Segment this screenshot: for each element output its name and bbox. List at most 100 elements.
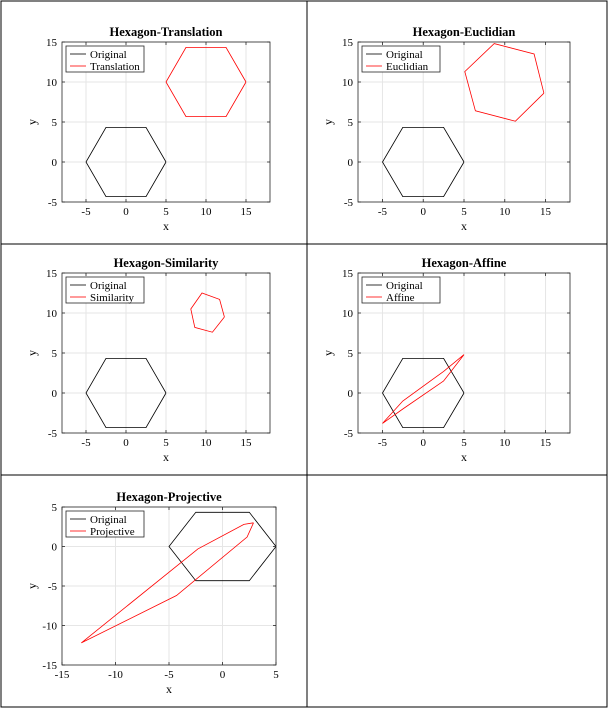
series-line-original [382, 127, 465, 198]
y-tick-label: -5 [344, 428, 354, 440]
x-tick-label: 5 [163, 206, 169, 218]
x-tick-label: 15 [540, 437, 552, 449]
y-tick-label: 10 [46, 308, 58, 320]
legend-entry: Original [386, 49, 423, 61]
chart-hexagon-similarity: -5 0 5 10 15 -5 0 5 10 15 Hexagon-Similarity x y Orig… [25, 256, 271, 464]
legend-box [361, 45, 441, 73]
legend-entry: Translation [90, 61, 140, 73]
y-tick-label: 15 [342, 268, 354, 280]
y-tick-label: -5 [48, 581, 58, 593]
y-tick-label: 0 [348, 388, 354, 400]
legend-entry: Projective [90, 526, 135, 538]
legend-entry: Original [90, 280, 127, 292]
x-tick-label: 10 [499, 206, 511, 218]
y-tick-label: 5 [52, 502, 58, 514]
series-line-translation [165, 47, 247, 117]
x-tick-label: 0 [420, 437, 426, 449]
legend-entry: Original [90, 514, 127, 526]
chart-hexagon-euclidian: -5 0 5 10 15 -5 0 5 10 15 Hexagon-Euclidian x y Origi… [321, 25, 571, 233]
x-tick-label: 10 [499, 437, 511, 449]
y-tick-label: 0 [52, 388, 58, 400]
x-tick-label: 0 [420, 206, 426, 218]
x-tick-label: 0 [123, 206, 129, 218]
x-tick-label: 0 [220, 669, 226, 681]
chart-title: Hexagon-Euclidian [413, 25, 516, 39]
series-line-original [382, 357, 465, 429]
y-tick-label: -5 [48, 428, 58, 440]
y-axis-label: y [25, 583, 39, 589]
y-tick-label: 15 [46, 268, 58, 280]
y-tick-label: -5 [48, 197, 58, 209]
legend-box [65, 45, 145, 73]
x-axis-label: x [461, 219, 467, 233]
chart-hexagon-affine: -5 0 5 10 15 -5 0 5 10 15 Hexagon-Affine x y Original… [321, 256, 571, 464]
legend-entry: Original [386, 280, 423, 292]
x-tick-label: 10 [201, 206, 213, 218]
x-axis-label: x [163, 450, 169, 464]
x-tick-label: -15 [55, 669, 70, 681]
chart-title: Hexagon-Projective [116, 490, 222, 504]
x-tick-label: -5 [164, 669, 174, 681]
x-tick-label: -5 [81, 206, 91, 218]
y-axis-label: y [25, 119, 39, 125]
y-tick-label: 15 [46, 37, 58, 49]
legend-entry: Affine [386, 292, 415, 304]
legend-box [361, 276, 441, 304]
charts-container: -5 0 5 10 15 -5 0 5 10 15 Hexagon-Translation x y Ori… [25, 25, 571, 696]
series-line-original [168, 511, 277, 582]
chart-title: Hexagon-Similarity [114, 256, 220, 270]
x-tick-label: -5 [378, 206, 388, 218]
y-tick-label: 10 [342, 77, 354, 89]
x-tick-label: 10 [201, 437, 213, 449]
y-axis-label: y [321, 119, 335, 125]
y-tick-label: 5 [52, 117, 58, 129]
y-tick-label: 10 [46, 77, 58, 89]
y-tick-label: 5 [52, 348, 58, 360]
y-tick-label: 10 [342, 308, 354, 320]
x-tick-label: -5 [81, 437, 91, 449]
series-line-euclidian [464, 43, 545, 122]
legend-entry: Similarity [90, 292, 135, 304]
series-line-original [85, 127, 167, 198]
x-tick-label: 5 [461, 437, 467, 449]
y-tick-label: 15 [342, 37, 354, 49]
legend-box [65, 276, 145, 304]
x-tick-label: 5 [461, 206, 467, 218]
y-tick-label: 0 [348, 157, 354, 169]
x-axis-label: x [461, 450, 467, 464]
y-tick-label: 0 [52, 157, 58, 169]
y-tick-label: -15 [42, 660, 57, 672]
legend-entry: Euclidian [386, 61, 429, 73]
x-tick-label: 15 [241, 206, 253, 218]
chart-title: Hexagon-Affine [422, 256, 507, 270]
y-tick-label: 0 [52, 542, 58, 554]
y-tick-label: 5 [348, 117, 354, 129]
legend-box [65, 510, 145, 538]
series-line-projective [81, 522, 254, 644]
legend-entry: Original [90, 49, 127, 61]
y-tick-label: 5 [348, 348, 354, 360]
chart-hexagon-translation: -5 0 5 10 15 -5 0 5 10 15 Hexagon-Translation x y Ori… [25, 25, 271, 233]
x-tick-label: 15 [540, 206, 552, 218]
x-tick-label: -5 [378, 437, 388, 449]
x-tick-label: 15 [241, 437, 253, 449]
chart-title: Hexagon-Translation [110, 25, 223, 39]
x-tick-label: -10 [108, 669, 123, 681]
x-tick-label: 5 [273, 669, 279, 681]
y-axis-label: y [25, 350, 39, 356]
table-borders [0, 0, 608, 708]
x-axis-label: x [163, 219, 169, 233]
series-line-similarity [190, 292, 225, 333]
y-axis-label: y [321, 350, 335, 356]
chart-hexagon-projective: -15 -10 -5 0 5 -15 -10 -5 0 5 Hexagon-Projective x y… [25, 490, 279, 696]
y-tick-label: -10 [42, 621, 57, 633]
series-line-affine [382, 354, 465, 424]
x-tick-label: 5 [163, 437, 169, 449]
series-line-original [85, 357, 167, 429]
x-axis-label: x [166, 682, 172, 696]
